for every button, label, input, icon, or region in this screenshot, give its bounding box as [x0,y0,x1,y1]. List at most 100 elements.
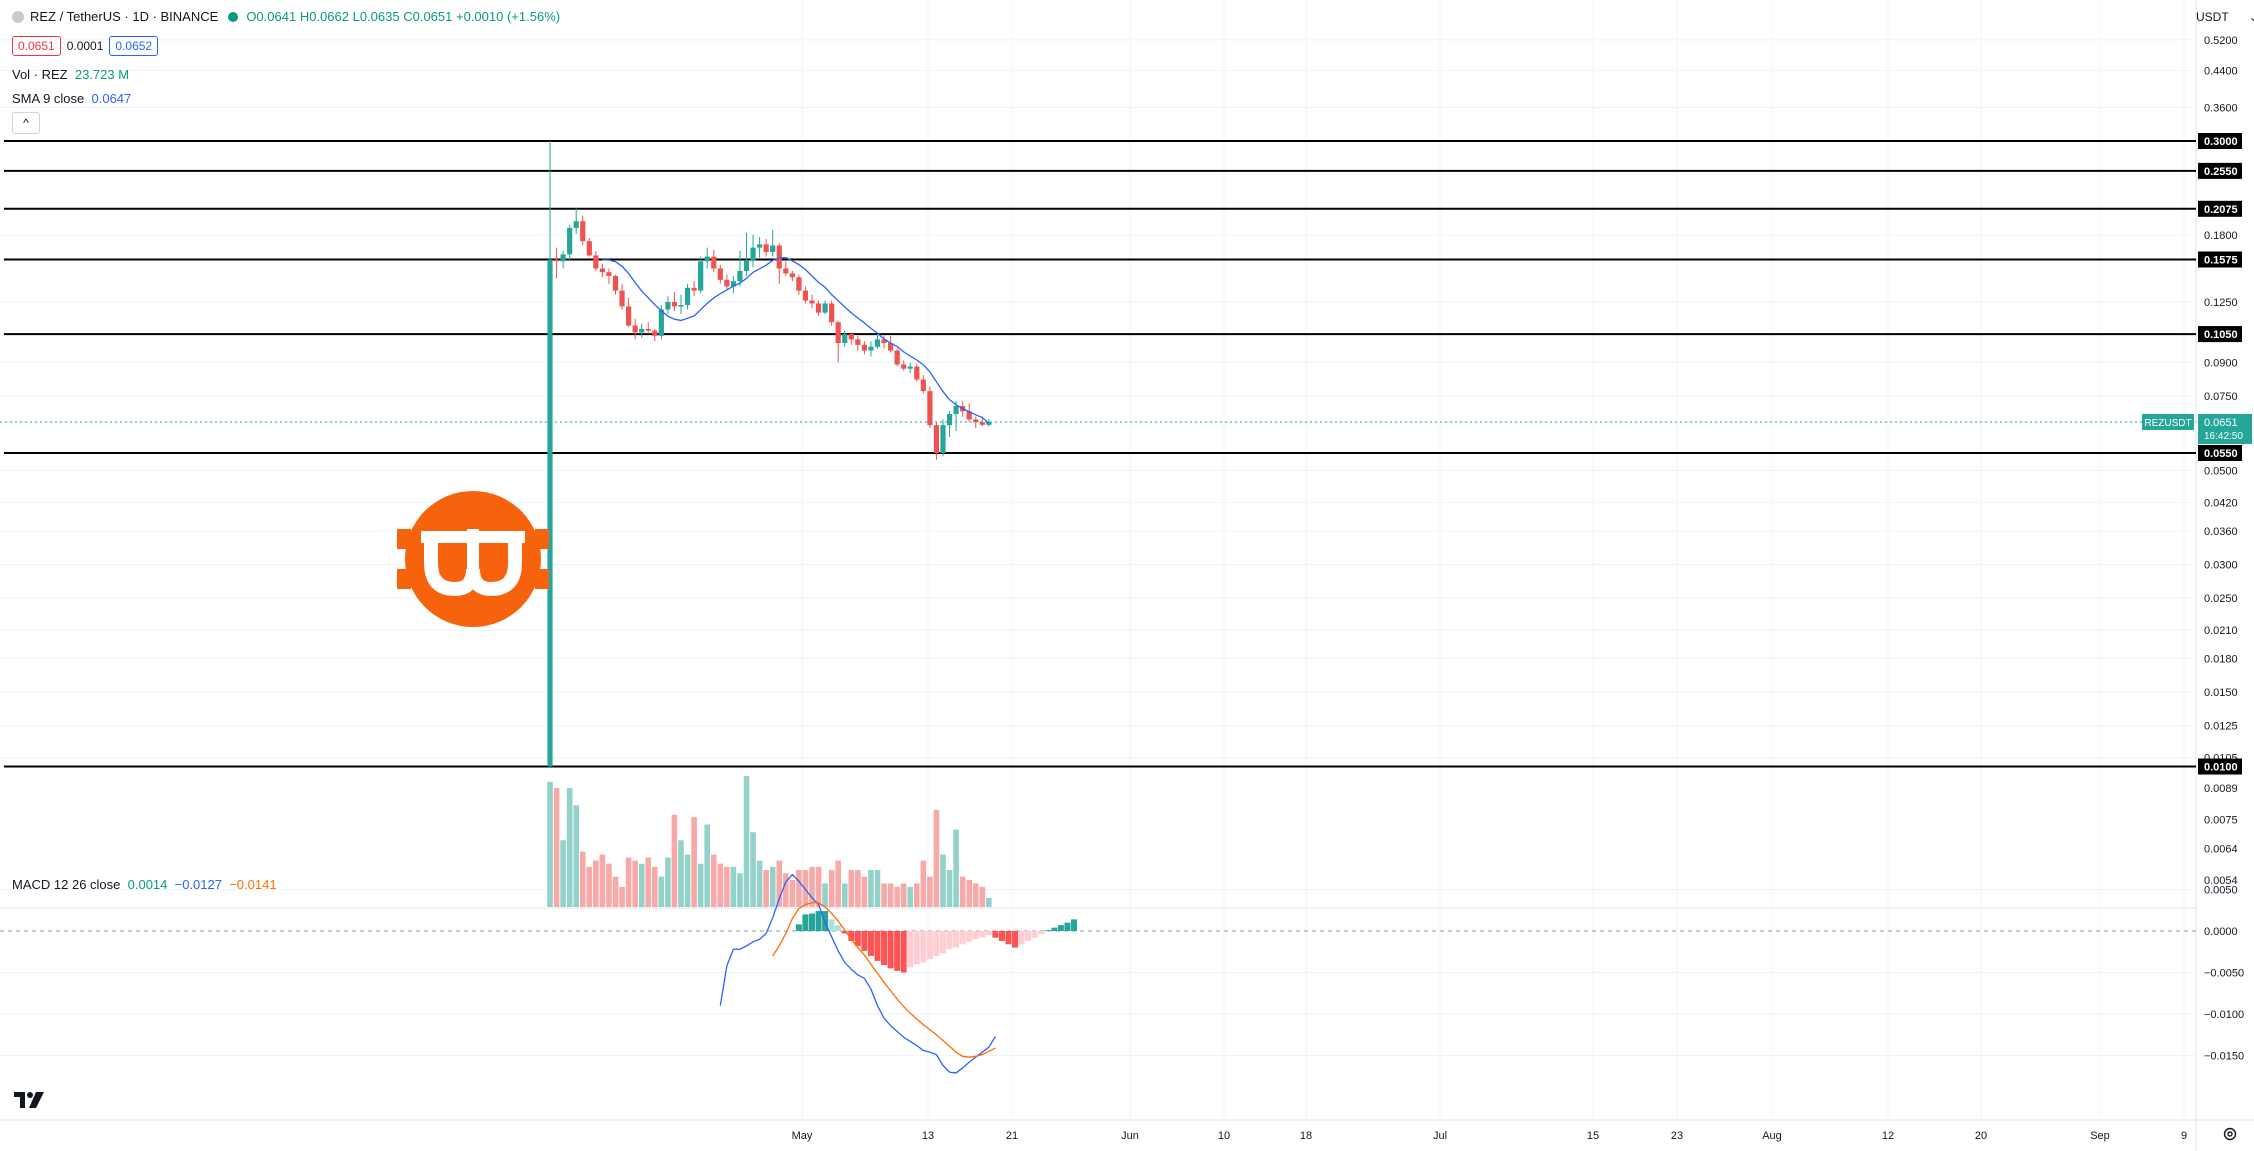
price-tick-label: 0.0075 [2204,815,2238,827]
buy-price-box[interactable]: 0.0652 [109,36,159,56]
candle-body [776,245,782,269]
volume-value: 23.723 M [74,67,130,82]
macd-hist-bar [1057,925,1064,931]
volume-bar [822,883,828,907]
volume-bar [717,863,724,907]
price-tick-label: 0.0054 [2204,875,2238,887]
volume-bar [933,809,940,907]
volume-bar [645,857,652,907]
candle-body [730,281,736,287]
volume-bar [743,775,750,907]
candle-body [822,303,828,313]
logo-notch [535,529,549,549]
volume-bar [599,854,606,907]
level-tag: 0.1050 [2204,329,2238,341]
symbol-tag: REZUSDT [2144,418,2191,429]
time-tick-label: 13 [922,1130,934,1142]
price-tick-label: 0.4400 [2204,66,2238,78]
volume-bar [835,860,841,907]
volume-bar [796,870,802,907]
macd-hist-value: 0.0014 [127,877,168,892]
symbol-icon [12,11,24,23]
candle-body [757,244,763,248]
time-axis[interactable]: May 13 21 Jun 10 18 Jul 15 23 Aug 12 20 Sep 9 [792,1130,2187,1142]
macd-hist-bar [1025,931,1032,941]
high-value: H0.0662 [299,9,349,24]
logo-notch [397,569,411,589]
candle-body [743,260,750,271]
candle-body [717,268,723,280]
volume-bar [907,886,914,907]
level-tag-bg [2198,758,2242,775]
price-tick-label: 0.5200 [2204,35,2238,47]
chevron-down-icon: ⌄ [2248,10,2254,24]
price-tick-label: 0.0250 [2204,593,2238,605]
candle-body [881,339,887,344]
level-tag-bg [2198,162,2242,179]
candle-body [815,303,822,313]
candle-body [606,272,612,276]
candle-body [783,268,789,274]
candle-body [553,259,560,262]
currency-selector[interactable]: USDT ⌄ [2196,10,2254,24]
candle-body [671,302,678,307]
candle-body [750,247,756,261]
gear-icon[interactable] [2222,1126,2238,1142]
volume-bar [841,883,848,907]
candle-body [724,279,730,287]
volume-bar [828,870,835,907]
price-axis[interactable]: 0.5200 0.4400 0.3600 0.3000 0.2550 0.2075 0.18… [2198,35,2244,1063]
volume-bar [737,873,743,907]
sma-legend: SMA 9 close 0.0647 [12,90,131,108]
volume-bar [789,880,796,907]
candle-body [678,304,684,307]
volume-bar [697,863,704,907]
volume-bar [940,854,946,907]
macd-hist-bar [1038,931,1045,935]
volume-bar [658,876,665,907]
price-tag: 0.0651 [2204,417,2238,429]
candle-body [612,275,619,291]
candle-body [698,261,704,291]
price-tick-label: 0.1250 [2204,297,2238,309]
sma-label[interactable]: SMA 9 close [12,91,85,106]
volume-bar [946,870,953,907]
level-tag: 0.0100 [2204,762,2238,774]
sell-price-box[interactable]: 0.0651 [12,36,61,56]
candle-body [763,244,769,253]
candle-body [888,343,894,351]
time-tick-label: 18 [1300,1130,1312,1142]
candle-body [907,366,913,369]
level-tag-bg [2198,445,2242,461]
symbol-title[interactable]: REZ / TetherUS · 1D · BINANCE [30,9,219,24]
candle-body [979,422,985,425]
price-tick-label: 0.0300 [2204,559,2238,571]
volume-bar [986,897,992,907]
volume-label[interactable]: Vol · REZ [12,67,68,82]
candle-body [920,379,926,392]
currency-label: USDT [2196,10,2229,24]
countdown-tag: 16:42:50 [2204,431,2243,442]
macd-hist-bar [795,924,802,931]
volume-bar [887,883,894,907]
collapse-legend-button[interactable]: ^ [12,112,40,134]
macd-tick-label: 0.0000 [2204,926,2238,938]
volume-bar [560,840,566,907]
candle-body [946,413,953,426]
volume-bar [953,829,959,907]
volume-bar [593,860,599,907]
time-tick-label: Sep [2090,1130,2110,1142]
logo-notch [397,529,411,549]
volume-bars [547,775,992,907]
tradingview-logo[interactable] [14,1090,50,1110]
price-tag-bg [2198,413,2252,444]
level-tag: 0.2550 [2204,166,2238,178]
macd-hist-bar [841,931,848,934]
macd-hist-bar [881,931,888,966]
macd-label[interactable]: MACD 12 26 close [12,877,121,892]
time-tick-label: 12 [1882,1130,1894,1142]
price-tick-label: 0.3600 [2204,102,2238,114]
macd-hist-bar [867,931,874,956]
spread-value: 0.0001 [66,39,104,53]
